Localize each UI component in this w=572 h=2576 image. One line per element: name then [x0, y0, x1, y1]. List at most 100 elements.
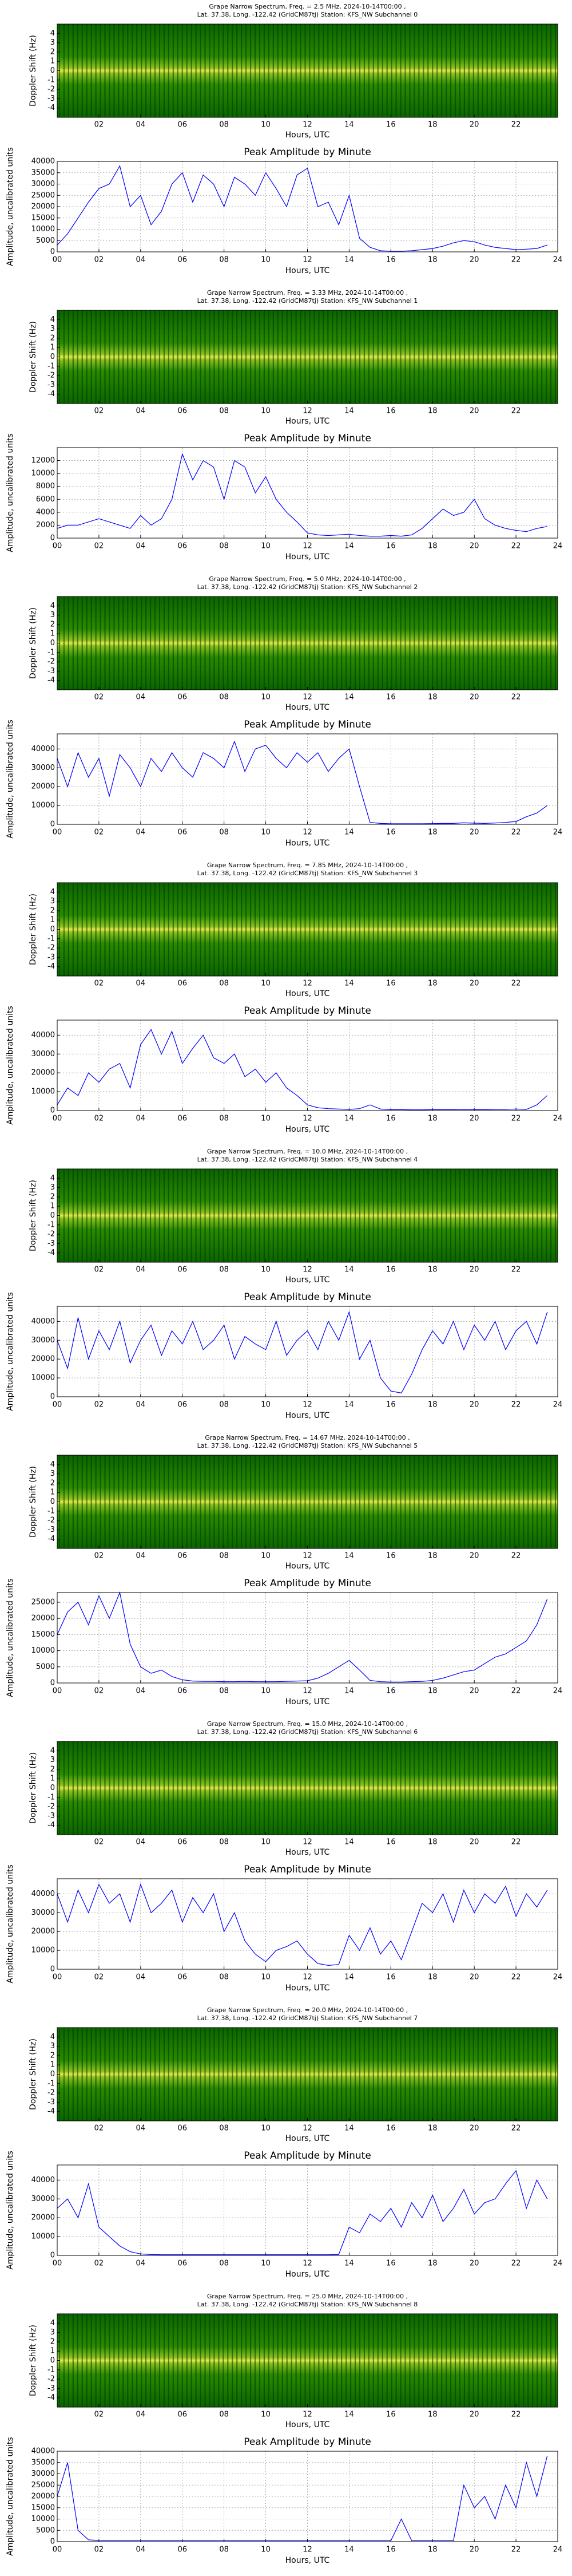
y-tick-label: 0 [50, 66, 55, 75]
x-axis-label: Hours, UTC [285, 1562, 330, 1571]
x-tick-label: 12 [303, 1401, 312, 1409]
x-tick-label: 14 [344, 121, 354, 129]
x-tick-label: 18 [428, 2124, 438, 2133]
x-tick-label: 10 [261, 1401, 271, 1409]
x-tick-label: 10 [261, 693, 271, 702]
chart-title: Grape Narrow Spectrum, Freq. = 25.0 MHz,… [207, 2293, 408, 2300]
y-tick-label: 0 [50, 248, 55, 256]
x-tick-label: 18 [428, 542, 438, 551]
y-tick-label: 10000 [31, 1374, 55, 1382]
plot-frame [57, 1592, 558, 1684]
y-axis-label: Doppler Shift (Hz) [29, 607, 38, 679]
x-tick-label: 00 [53, 2546, 62, 2554]
y-tick-label: 20000 [31, 1355, 55, 1364]
x-tick-label: 14 [344, 2124, 354, 2133]
x-tick-label: 18 [428, 693, 438, 702]
y-tick-label: -3 [47, 667, 55, 675]
x-tick-label: 10 [261, 1115, 271, 1123]
x-tick-label: 06 [177, 1687, 187, 1696]
x-tick-label: 10 [261, 1973, 271, 1982]
y-tick-label: 2 [50, 2337, 55, 2346]
y-tick-label: 10000 [31, 225, 55, 234]
chart-subtitle: Lat. 37.38, Long. -122.42 (GridCM87tj) S… [197, 1442, 418, 1449]
x-tick-label: 14 [344, 256, 354, 264]
spectrogram [57, 24, 558, 117]
x-tick-label: 18 [428, 407, 438, 416]
y-tick-label: 20000 [31, 1069, 55, 1077]
x-tick-label: 16 [386, 693, 396, 702]
y-tick-label: -3 [47, 1812, 55, 1820]
x-tick-label: 18 [428, 1973, 438, 1982]
y-tick-label: 5000 [36, 2526, 55, 2535]
x-tick-label: 24 [553, 1115, 563, 1123]
y-axis-label: Doppler Shift (Hz) [29, 1466, 38, 1538]
x-tick-label: 12 [303, 1115, 312, 1123]
x-tick-label: 20 [470, 2411, 479, 2419]
x-tick-label: 16 [386, 542, 396, 551]
x-tick-label: 04 [136, 407, 146, 416]
x-axis-label: Hours, UTC [285, 1275, 330, 1285]
x-tick-label: 06 [177, 2546, 187, 2554]
y-tick-label: 30000 [31, 2470, 55, 2478]
y-tick-label: 1 [50, 1488, 55, 1497]
x-tick-label: 02 [94, 1552, 104, 1560]
x-tick-label: 22 [511, 2546, 521, 2554]
y-tick-label: -3 [47, 94, 55, 103]
plot-frame [57, 2451, 558, 2542]
x-tick-label: 06 [177, 256, 187, 264]
x-tick-label: 20 [470, 407, 479, 416]
x-tick-label: 22 [511, 2124, 521, 2133]
x-axis-label: Hours, UTC [285, 417, 330, 426]
x-tick-label: 18 [428, 121, 438, 129]
y-tick-label: 0 [50, 1784, 55, 1792]
x-tick-label: 02 [94, 1115, 104, 1123]
x-tick-label: 06 [177, 1552, 187, 1560]
y-tick-label: -3 [47, 953, 55, 962]
x-tick-label: 22 [511, 542, 521, 551]
x-tick-label: 00 [53, 828, 62, 837]
x-tick-label: 08 [219, 2546, 229, 2554]
y-tick-label: 0 [50, 2251, 55, 2260]
x-tick-label: 20 [470, 542, 479, 551]
y-tick-label: 6000 [36, 495, 55, 504]
x-tick-label: 24 [553, 256, 563, 264]
x-tick-label: 04 [136, 121, 146, 129]
x-tick-label: 20 [470, 979, 479, 988]
x-tick-label: 12 [303, 1266, 312, 1274]
x-axis-label: Hours, UTC [285, 1411, 330, 1420]
y-tick-label: -2 [47, 2375, 55, 2384]
amplitude-line [57, 453, 547, 537]
x-tick-label: 16 [386, 1266, 396, 1274]
y-tick-label: 1 [50, 2061, 55, 2069]
y-tick-label: 0 [50, 820, 55, 829]
chart-subtitle: Lat. 37.38, Long. -122.42 (GridCM87tj) S… [197, 1728, 418, 1736]
x-axis-label: Hours, UTC [285, 2420, 330, 2429]
chart-title: Peak Amplitude by Minute [244, 1005, 371, 1017]
y-tick-label: 20000 [31, 203, 55, 211]
y-axis-label: Doppler Shift (Hz) [29, 1752, 38, 1824]
x-tick-label: 06 [177, 828, 187, 837]
amplitude-line [57, 1029, 548, 1111]
x-tick-label: 12 [303, 693, 312, 702]
x-tick-label: 04 [136, 1838, 146, 1847]
y-tick-label: 10000 [31, 469, 55, 478]
y-tick-label: 0 [50, 639, 55, 647]
y-axis-label: Amplitude, uncalibrated units [6, 1578, 15, 1697]
x-tick-label: 06 [177, 979, 187, 988]
plot-frame [57, 1878, 558, 1970]
y-tick-label: 5000 [36, 236, 55, 245]
x-tick-label: 12 [303, 979, 312, 988]
y-tick-label: 30000 [31, 1909, 55, 1917]
chart-title: Peak Amplitude by Minute [244, 2436, 371, 2448]
x-tick-label: 20 [470, 1401, 479, 1409]
x-tick-label: 12 [303, 1838, 312, 1847]
x-tick-label: 22 [511, 1973, 521, 1982]
chart-title: Grape Narrow Spectrum, Freq. = 3.33 MHz,… [207, 289, 408, 297]
y-tick-label: 20000 [31, 2214, 55, 2222]
y-tick-label: 2 [50, 906, 55, 915]
x-tick-label: 12 [303, 2546, 312, 2554]
y-tick-label: -2 [47, 944, 55, 953]
chart-title: Grape Narrow Spectrum, Freq. = 20.0 MHz,… [207, 2006, 408, 2014]
y-tick-label: -1 [47, 362, 55, 370]
x-tick-label: 08 [219, 1973, 229, 1982]
